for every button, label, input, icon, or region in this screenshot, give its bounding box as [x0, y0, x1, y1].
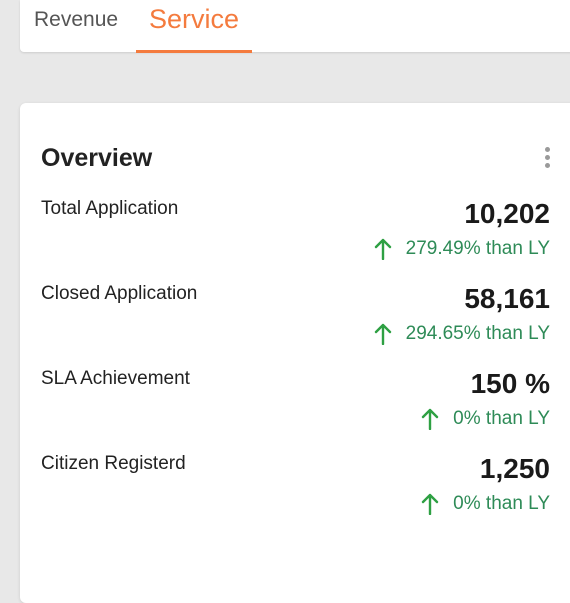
metric-label: Total Application [41, 198, 179, 219]
metric-value: 150 % [470, 368, 550, 399]
metric-change-text: 0% than LY [453, 493, 550, 514]
metric-change-text: 279.49% than LY [405, 238, 550, 259]
metric-change-text: 0% than LY [453, 408, 550, 429]
metric-change-text: 294.65% than LY [405, 323, 550, 344]
arrow-up-icon [374, 323, 391, 345]
active-tab-indicator [136, 50, 252, 53]
metric-value: 1,250 [479, 453, 550, 484]
overview-card: Overview Total Application 10,202 279.49… [20, 103, 570, 603]
arrow-up-icon [421, 493, 439, 515]
metric-closed-application: Closed Application 58,161 294.65% than L… [20, 283, 550, 363]
metric-change: 0% than LY [421, 408, 550, 430]
metric-change: 0% than LY [421, 493, 550, 515]
card-title: Overview [41, 144, 153, 172]
metric-value: 10,202 [464, 198, 550, 229]
tab-service[interactable]: Service [148, 4, 240, 34]
metric-value: 58,161 [464, 283, 550, 314]
metric-change: 294.65% than LY [374, 323, 550, 345]
metric-total-application: Total Application 10,202 279.49% than LY [20, 198, 550, 278]
metric-label: Citizen Registerd [41, 453, 186, 474]
arrow-up-icon [421, 408, 439, 430]
metric-sla-achievement: SLA Achievement 150 % 0% than LY [20, 368, 550, 448]
more-vertical-icon[interactable] [540, 147, 554, 169]
tab-revenue[interactable]: Revenue [34, 8, 119, 31]
metric-change: 279.49% than LY [374, 238, 550, 260]
metric-label: Closed Application [41, 283, 198, 304]
tab-bar: Revenue Service [20, 0, 570, 53]
arrow-up-icon [374, 238, 391, 260]
metric-citizen-registered: Citizen Registerd 1,250 0% than LY [20, 453, 550, 533]
metric-label: SLA Achievement [41, 368, 190, 389]
